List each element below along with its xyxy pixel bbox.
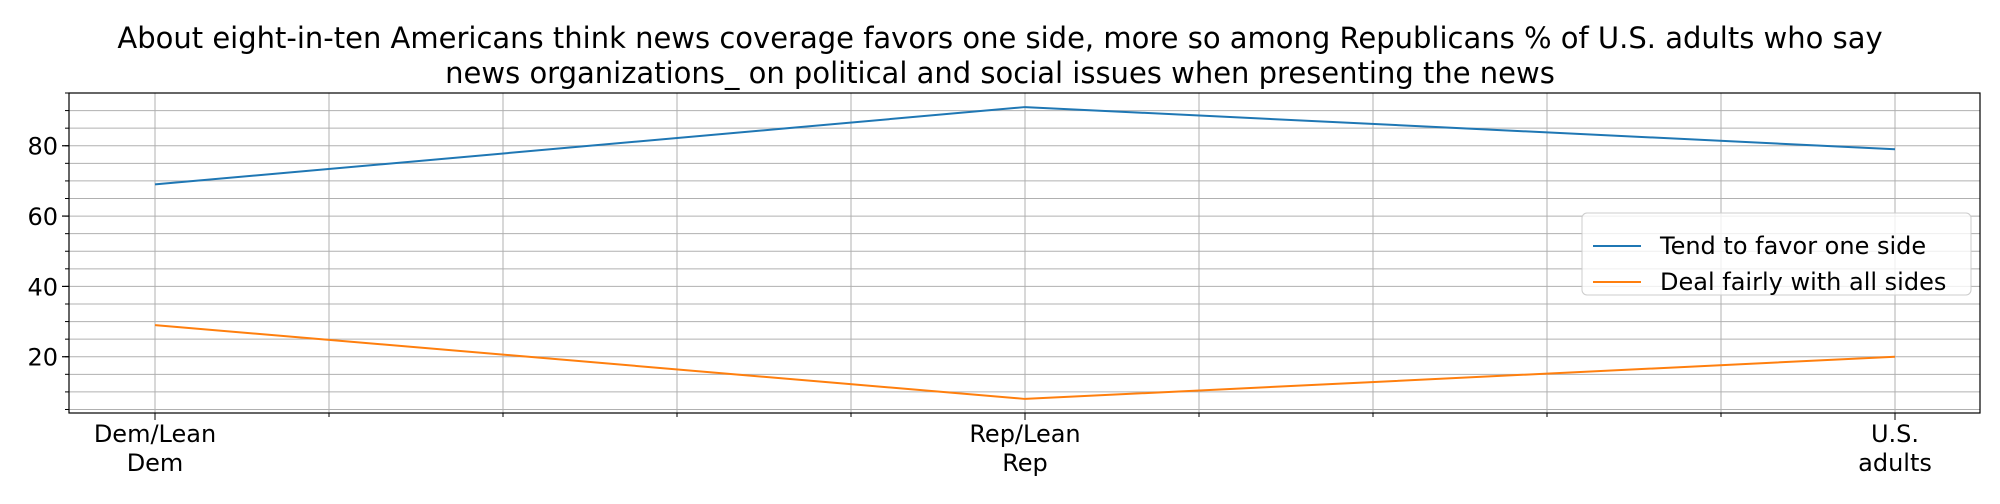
- x-tick-label-line: Rep/Lean: [969, 420, 1080, 448]
- x-tick-label-line: adults: [1858, 449, 1932, 477]
- x-tick-label: Rep/Lean Rep: [969, 420, 1080, 477]
- legend-label: Deal fairly with all sides: [1660, 268, 1946, 296]
- y-tick-label: 60: [27, 203, 58, 231]
- x-tick-label-line: U.S.: [1871, 420, 1919, 448]
- legend-label: Tend to favor one side: [1659, 232, 1926, 260]
- y-tick-label: 80: [27, 133, 58, 161]
- y-axis: 20 40 60 80: [27, 92, 69, 410]
- y-tick-label: 40: [27, 273, 58, 301]
- chart-title-line-1: About eight-in-ten Americans think news …: [117, 21, 1882, 55]
- y-tick-label: 20: [27, 344, 58, 372]
- series-lines: [154, 106, 1896, 400]
- x-tick-label-line: Rep: [1002, 449, 1048, 477]
- chart-title-line-2: news organizations_ on political and soc…: [445, 56, 1555, 90]
- legend-box: [1581, 212, 1972, 296]
- series-line: [154, 106, 1896, 186]
- x-tick-label: Dem/Lean Dem: [94, 420, 216, 477]
- x-tick-label-line: Dem: [127, 449, 184, 477]
- x-axis: Dem/Lean Dem Rep/Lean Rep U.S. adults: [94, 413, 1932, 477]
- chart-title: About eight-in-ten Americans think news …: [117, 21, 1882, 90]
- grid: [69, 92, 1980, 413]
- x-tick-label: U.S. adults: [1858, 420, 1932, 477]
- series-line: [154, 324, 1896, 400]
- x-tick-label-line: Dem/Lean: [94, 420, 216, 448]
- legend: Tend to favor one side Deal fairly with a…: [1581, 212, 1972, 296]
